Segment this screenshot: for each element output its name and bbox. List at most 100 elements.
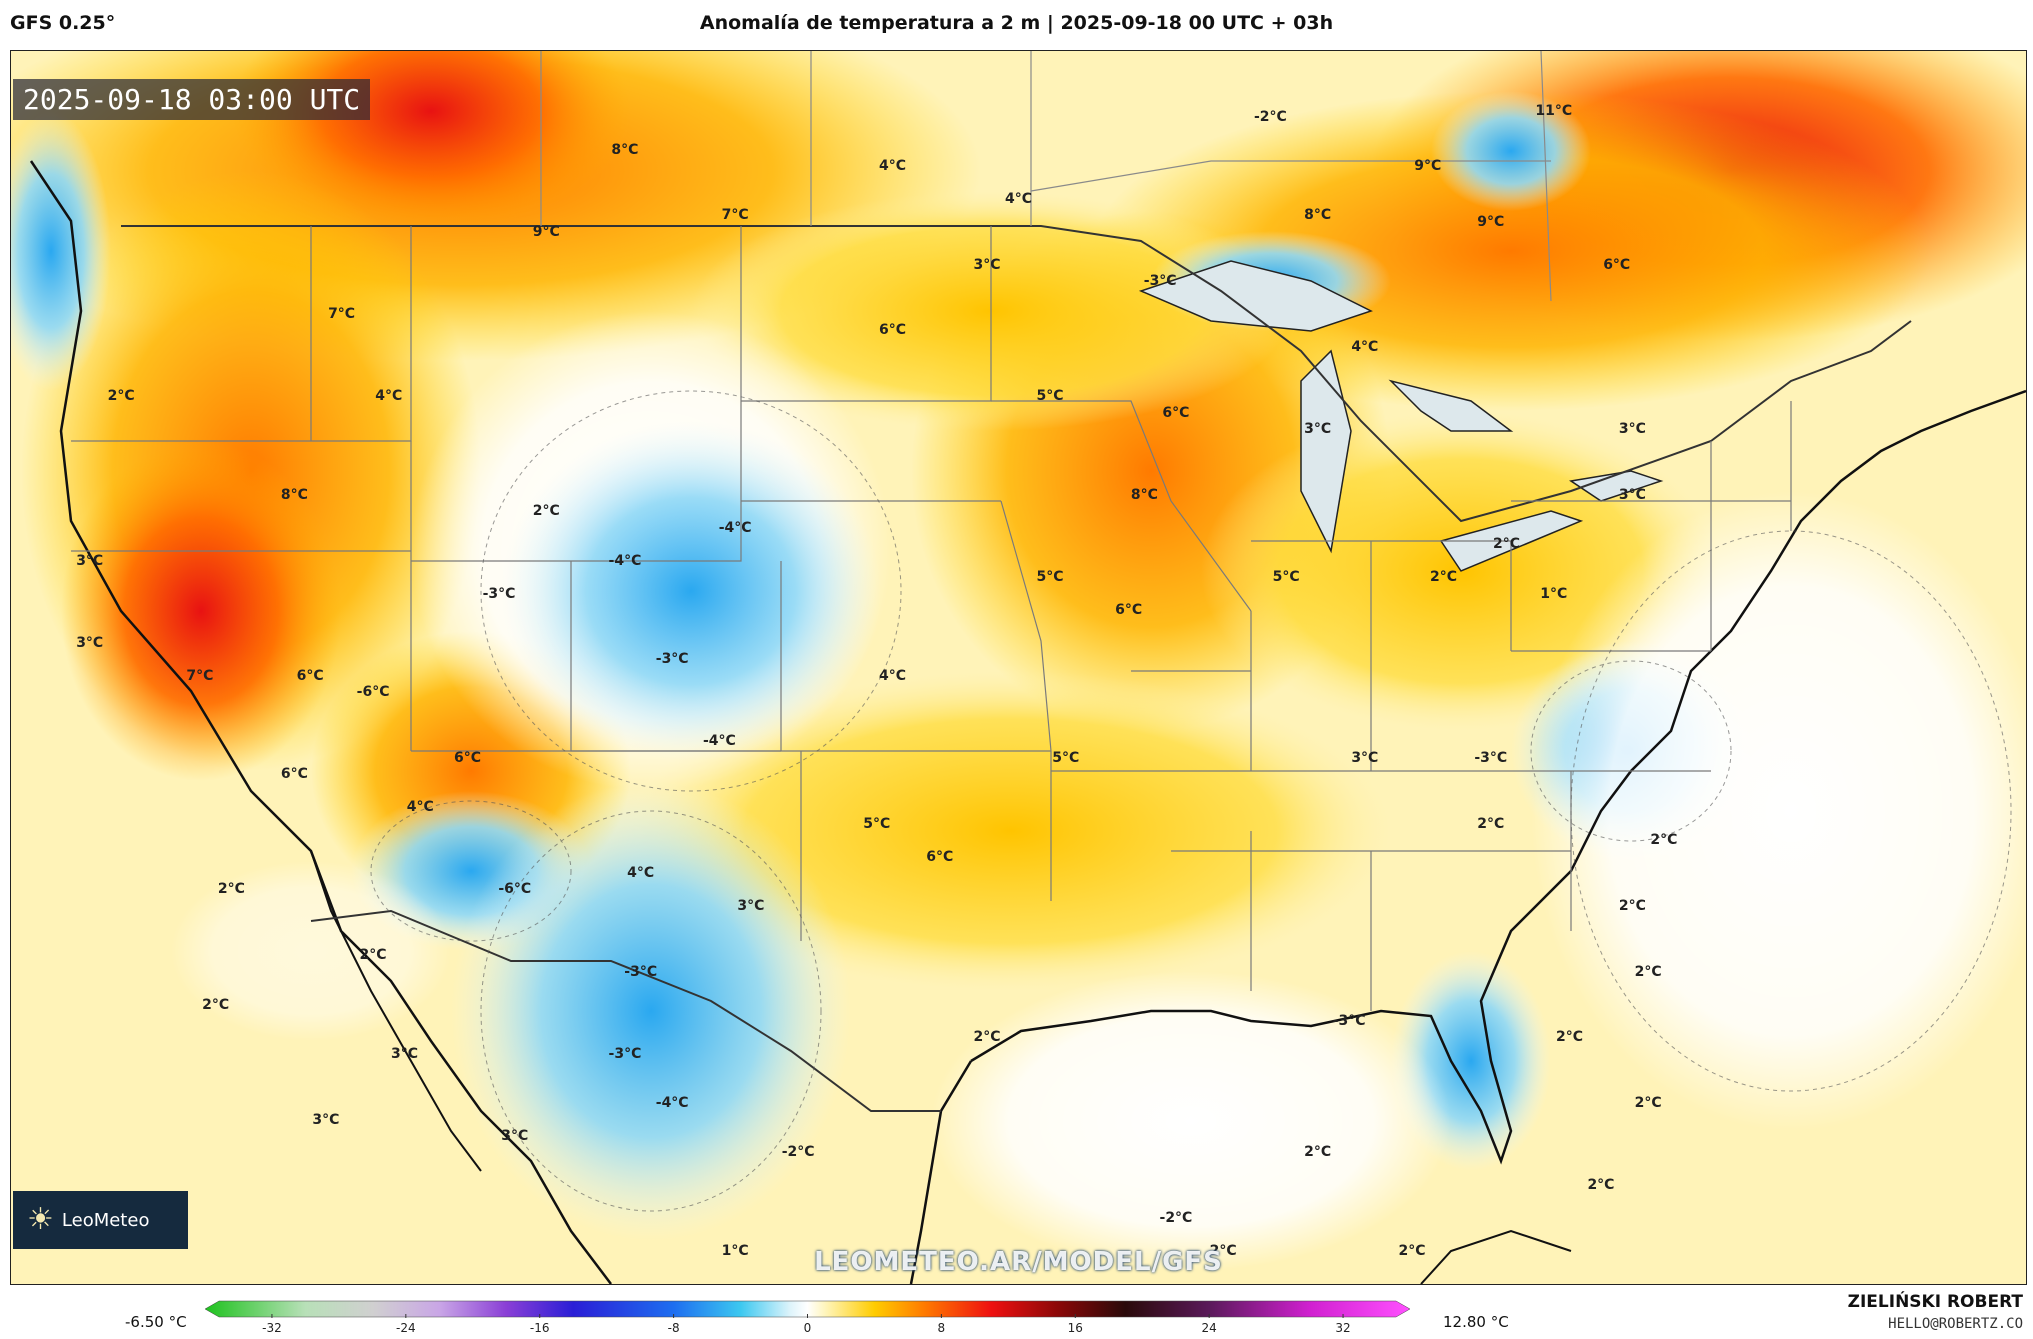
anomaly-label: -3°C [1474, 749, 1508, 766]
anomaly-label: 3°C [76, 552, 104, 569]
anomaly-label: 2°C [359, 947, 387, 964]
anomaly-label: 5°C [863, 815, 891, 832]
anomaly-label: 4°C [406, 799, 434, 816]
anomaly-label: 7°C [186, 667, 214, 684]
anomaly-label: 6°C [1603, 256, 1631, 273]
anomaly-label: -4°C [702, 733, 736, 750]
colorbar-tick-label: 24 [1201, 1321, 1217, 1335]
anomaly-label: 3°C [1618, 486, 1646, 503]
anomaly-label: 7°C [328, 306, 356, 323]
anomaly-label: -2°C [781, 1144, 815, 1161]
colorbar [205, 1300, 1410, 1318]
anomaly-label: 8°C [1304, 207, 1332, 224]
colorbar-tick-label: -16 [529, 1321, 550, 1335]
colorbar-tick-label: -8 [667, 1321, 680, 1335]
anomaly-label: -3°C [608, 1045, 642, 1062]
anomaly-label: 2°C [202, 996, 230, 1013]
anomaly-label: 1°C [721, 1243, 749, 1260]
anomaly-label: -2°C [1253, 108, 1287, 125]
anomaly-label: 2°C [217, 881, 245, 898]
leometeo-logo[interactable]: ☀ LeoMeteo [13, 1191, 188, 1249]
anomaly-label: 9°C [1477, 213, 1505, 230]
anomaly-label: 9°C [1414, 158, 1442, 175]
map-canvas [11, 51, 2026, 1284]
anomaly-label: 5°C [1036, 388, 1064, 405]
anomaly-label: 2°C [1209, 1243, 1237, 1260]
anomaly-label: 4°C [879, 158, 907, 175]
anomaly-label: 3°C [312, 1111, 340, 1128]
anomaly-label: -3°C [624, 963, 658, 980]
anomaly-label: 4°C [1351, 338, 1379, 355]
anomaly-label: 3°C [76, 634, 104, 651]
timestamp-badge: 2025-09-18 03:00 UTC [13, 79, 371, 120]
anomaly-label: 6°C [296, 667, 324, 684]
anomaly-label: 3°C [1304, 421, 1332, 438]
anomaly-label: 2°C [1634, 1095, 1662, 1112]
anomaly-label: 1°C [1540, 585, 1568, 602]
anomaly-label: 6°C [879, 322, 907, 339]
anomaly-label: -4°C [718, 519, 752, 536]
sun-icon: ☀ [27, 1202, 54, 1237]
anomaly-label: -6°C [356, 684, 390, 701]
anomaly-label: 2°C [1587, 1177, 1615, 1194]
colorbar-tick-label: 16 [1067, 1321, 1083, 1335]
anomaly-label: -4°C [655, 1095, 689, 1112]
anomaly-label: 5°C [1052, 749, 1080, 766]
logo-text: LeoMeteo [61, 1209, 150, 1231]
anomaly-label: 8°C [611, 141, 639, 158]
map-title: Anomalía de temperatura a 2 m | 2025-09-… [699, 12, 1334, 34]
anomaly-label: 2°C [973, 1029, 1001, 1046]
anomaly-label: 7°C [721, 207, 749, 224]
anomaly-label: 6°C [926, 848, 954, 865]
anomaly-label: 4°C [627, 865, 655, 881]
anomaly-label: 5°C [1036, 569, 1064, 586]
colorbar-tick-label: 0 [803, 1321, 812, 1335]
anomaly-label: -3°C [1143, 273, 1177, 290]
colorbar-max-label: 12.80 °C [1443, 1313, 1509, 1331]
anomaly-label: 2°C [1492, 536, 1521, 553]
colorbar-tick-label: -24 [396, 1321, 416, 1335]
anomaly-label: 6°C [1115, 601, 1143, 618]
anomaly-label: 2°C [1618, 897, 1646, 914]
anomaly-label: 2°C [1477, 815, 1505, 832]
colorbar-tick-label: 8 [937, 1321, 946, 1335]
colorbar-min-label: -6.50 °C [125, 1313, 187, 1331]
anomaly-label: 2°C [1650, 832, 1678, 849]
anomaly-label: -3°C [1332, 1012, 1366, 1029]
anomaly-label: 2°C [1555, 1029, 1583, 1046]
anomaly-label: 8°C [280, 486, 308, 503]
colorbar-tick-label: -32 [262, 1321, 282, 1335]
anomaly-label: 6°C [280, 766, 308, 783]
anomaly-label: 5°C [1272, 569, 1300, 586]
model-label: GFS 0.25° [10, 12, 116, 34]
anomaly-map[interactable]: 2025-09-18 03:00 UTC 8°C 9°C 7°C 4°C 4°C -2°C… [10, 50, 2027, 1285]
author-name: ZIELIŃSKI ROBERT [1847, 1292, 2023, 1312]
anomaly-label: 9°C [532, 223, 560, 240]
colorbar-tick-label: 32 [1335, 1321, 1351, 1335]
anomaly-label: -4°C [608, 552, 642, 569]
anomaly-label: 3°C [1351, 749, 1379, 766]
anomaly-label: 3°C [1618, 421, 1646, 438]
anomaly-label: 11°C [1535, 103, 1573, 119]
anomaly-label: 3°C [737, 897, 765, 914]
anomaly-label: 3°C [973, 256, 1001, 273]
anomaly-label: 3°C [391, 1045, 419, 1062]
anomaly-label: 2°C [1304, 1144, 1332, 1161]
anomaly-label: 2°C [1398, 1243, 1426, 1260]
anomaly-label: 3°C [501, 1128, 529, 1145]
anomaly-label: 2°C [1634, 963, 1662, 980]
anomaly-label: -3°C [482, 585, 516, 602]
source-watermark: LEOMETEO.AR/MODEL/GFS [814, 1247, 1223, 1277]
anomaly-label: 4°C [879, 667, 907, 684]
anomaly-label: 4°C [1004, 190, 1033, 207]
anomaly-label: 4°C [375, 388, 403, 405]
anomaly-label: -6°C [498, 881, 532, 898]
anomaly-label: -2°C [1159, 1210, 1193, 1227]
anomaly-label: 2°C [1430, 569, 1458, 586]
anomaly-label: 6°C [1162, 404, 1190, 421]
anomaly-label: 2°C [107, 388, 135, 405]
anomaly-label: 6°C [454, 749, 482, 766]
anomaly-label: -3°C [655, 651, 689, 668]
author-email[interactable]: HELLO@ROBERTZ.CO [1888, 1316, 2023, 1332]
anomaly-label: 8°C [1130, 486, 1158, 503]
